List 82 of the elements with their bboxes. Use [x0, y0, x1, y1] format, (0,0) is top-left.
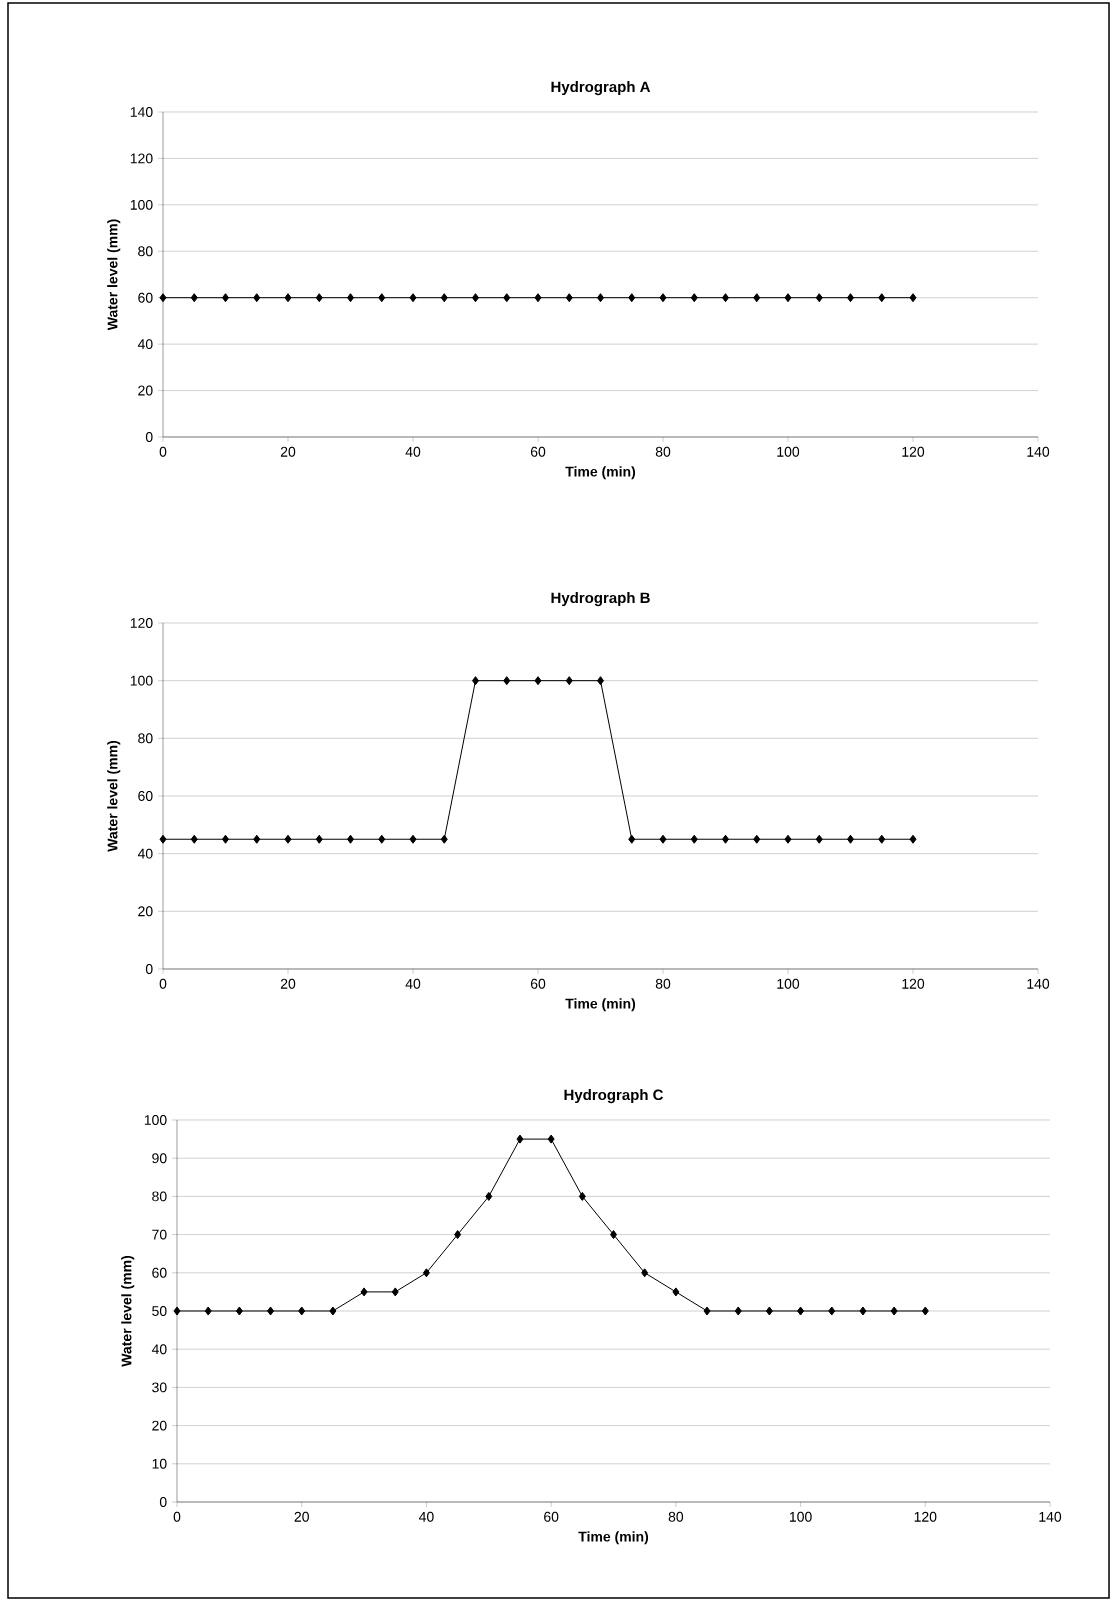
x-tick-label: 120 [902, 978, 925, 989]
y-tick-label: 20 [152, 1420, 167, 1431]
x-axis-title: Time (min) [578, 1531, 649, 1545]
point [641, 1268, 649, 1278]
x-tick-label: 80 [655, 978, 671, 989]
y-tick-label: 90 [152, 1153, 167, 1164]
y-axis-title: Water level (mm) [121, 1255, 135, 1367]
y-tick-label: 100 [144, 1115, 167, 1125]
y-tick-label: 120 [130, 153, 153, 164]
point [516, 1134, 524, 1144]
point [921, 1306, 929, 1316]
x-tick-label: 100 [777, 978, 800, 989]
x-tick-label: 60 [530, 978, 546, 989]
point [890, 1306, 898, 1316]
y-tick-label: 120 [130, 618, 153, 628]
x-tick-label: 80 [655, 446, 671, 457]
point [267, 1306, 275, 1316]
point [360, 1287, 368, 1297]
y-tick-label: 60 [138, 292, 153, 303]
chart-title: Hydrograph C [564, 1089, 664, 1104]
point [547, 1134, 555, 1144]
x-tick-label: 0 [173, 1511, 181, 1522]
y-tick-label: 0 [145, 432, 153, 442]
x-tick-label: 140 [1027, 446, 1050, 457]
x-tick-label: 100 [789, 1511, 812, 1522]
point [298, 1306, 306, 1316]
y-tick-label: 100 [130, 675, 153, 686]
point [828, 1306, 836, 1316]
y-tick-label: 60 [152, 1267, 167, 1278]
x-axis-title: Time (min) [565, 466, 636, 480]
y-tick-label: 40 [137, 848, 153, 859]
point [859, 1306, 867, 1316]
x-tick-label: 40 [418, 1511, 434, 1522]
x-tick-label: 20 [280, 978, 296, 989]
x-tick-label: 60 [530, 446, 546, 457]
point [173, 1306, 181, 1316]
chart-title: Hydrograph B [551, 592, 650, 607]
point [485, 1191, 493, 1201]
y-tick-label: 80 [138, 733, 153, 744]
y-tick-label: 10 [152, 1458, 167, 1469]
point [734, 1306, 742, 1316]
y-axis-title: Water level (mm) [107, 740, 121, 852]
y-tick-label: 20 [138, 906, 153, 917]
point [610, 1230, 618, 1240]
x-tick-label: 120 [914, 1511, 937, 1522]
y-tick-label: 100 [130, 199, 153, 210]
x-tick-label: 140 [1027, 978, 1050, 989]
x-tick-label: 20 [280, 446, 296, 457]
point [703, 1306, 711, 1316]
y-tick-label: 30 [152, 1382, 167, 1393]
x-axis-title: Time (min) [565, 998, 636, 1012]
y-tick-label: 80 [138, 246, 153, 257]
y-tick-label: 80 [152, 1191, 167, 1202]
x-tick-label: 120 [902, 446, 925, 457]
point [422, 1268, 430, 1278]
x-tick-label: 100 [777, 446, 800, 457]
chart-title: Hydrograph A [551, 81, 651, 96]
point [797, 1306, 805, 1316]
y-tick-label: 50 [152, 1306, 167, 1316]
point [391, 1287, 399, 1297]
point [204, 1306, 212, 1316]
y-axis-title: Water level (mm) [107, 219, 121, 331]
x-tick-label: 20 [294, 1511, 309, 1522]
point [454, 1230, 462, 1240]
y-tick-label: 0 [159, 1497, 167, 1507]
x-tick-label: 60 [544, 1511, 559, 1522]
point [672, 1287, 680, 1297]
y-tick-label: 140 [130, 107, 153, 117]
x-tick-label: 40 [405, 978, 421, 989]
x-tick-label: 80 [668, 1511, 684, 1522]
y-tick-label: 40 [151, 1344, 167, 1355]
y-tick-label: 0 [145, 964, 153, 974]
point [235, 1306, 243, 1316]
point [329, 1306, 337, 1316]
y-tick-label: 40 [137, 339, 153, 350]
x-tick-label: 40 [405, 446, 421, 457]
y-tick-label: 70 [152, 1229, 167, 1240]
y-tick-label: 60 [138, 791, 153, 801]
point [765, 1306, 773, 1316]
x-tick-label: 140 [1039, 1511, 1062, 1522]
point [578, 1191, 586, 1201]
y-tick-label: 20 [138, 385, 153, 396]
